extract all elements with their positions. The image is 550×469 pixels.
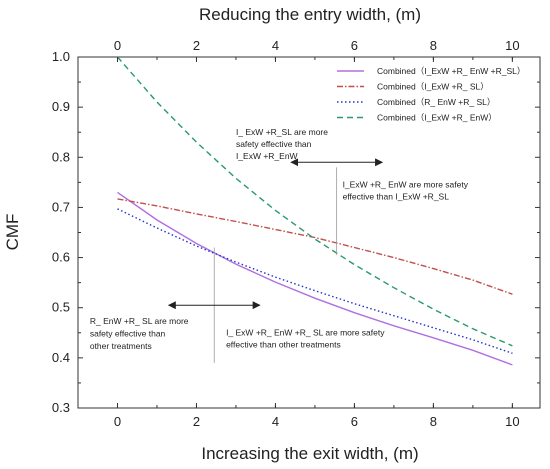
annotation-line: safety effective than [236,139,312,149]
series-line-3 [117,208,513,354]
series-line-2 [117,198,513,295]
legend-label-4: Combined（I_ExW +R_ EnW） [377,113,497,123]
y-tick-label: 0.4 [52,350,70,365]
x-tick-label: 10 [505,414,519,429]
annotation-line: I_ExW +R_ EnW are more safety [343,179,469,189]
x2-tick-label: 0 [114,38,121,53]
annotation-1: I_ ExW +R_SL are more safety effective th… [236,127,328,161]
annotation-line: other treatments [90,341,152,351]
x-tick-label: 8 [430,414,437,429]
legend-label-1: Combined（I_ExW +R_ EnW +R_SL） [377,66,525,76]
x-axis-title: Increasing the exit width, (m) [201,444,418,463]
x2-tick-label: 6 [351,38,358,53]
annotation-line: R_ EnW +R_ SL are more [90,316,189,326]
annotation-line: effective than I_ExW +R_SL [343,191,450,201]
annotation-4: I_ ExW +R_ EnW +R_ SL are more safety eff… [226,327,385,349]
x-tick-label: 4 [272,414,279,429]
legend-label-2: Combined（I_ExW +R_ SL） [377,82,489,92]
annotation-2: I_ExW +R_ EnW are more safety effective t… [343,179,469,201]
series-line-1 [117,191,513,366]
ticks: 0 2 4 6 8 10 0 2 4 6 8 10 0.3 0.4 0.5 0.6 0.7 0.8 0.9 1.0 [52,38,540,429]
x2-tick-label: 8 [430,38,437,53]
series-layer [116,56,513,366]
annotation-line: I_ ExW +R_ EnW +R_ SL are more safety [226,327,385,337]
plot-frame [77,56,541,409]
annotations: I_ ExW +R_SL are more safety effective th… [90,127,469,351]
annotation-line: safety effective than [90,328,166,338]
plot-border [77,56,541,409]
reference-lines [167,158,384,363]
legend: Combined（I_ExW +R_ EnW +R_SL） Combined（I_… [337,66,525,123]
annotation-line: I_ ExW +R_SL are more [236,127,328,137]
x2-tick-label: 10 [505,38,519,53]
x2-tick-label: 2 [193,38,200,53]
x-tick-label: 0 [114,414,121,429]
x-tick-label: 6 [351,414,358,429]
annotation-line: effective than other treatments [226,339,341,349]
top-axis-title: Reducing the entry width, (m) [199,5,421,24]
y-tick-label: 0.5 [52,300,70,315]
y-tick-label: 0.3 [52,400,70,415]
x-tick-label: 2 [193,414,200,429]
annotation-3: R_ EnW +R_ SL are more safety effective t… [90,316,189,351]
y-tick-label: 0.7 [52,199,70,214]
x2-tick-label: 4 [272,38,279,53]
y-tick-label: 1.0 [52,49,70,64]
y-tick-label: 0.9 [52,99,70,114]
legend-label-3: Combined（R_ EnW +R_ SL） [377,97,495,107]
annotation-line: I_ExW +R_EnW [236,151,298,161]
y-tick-label: 0.8 [52,149,70,164]
series-line-4 [116,56,513,347]
y-tick-label: 0.6 [52,250,70,265]
y-axis-title: CMF [3,214,22,251]
